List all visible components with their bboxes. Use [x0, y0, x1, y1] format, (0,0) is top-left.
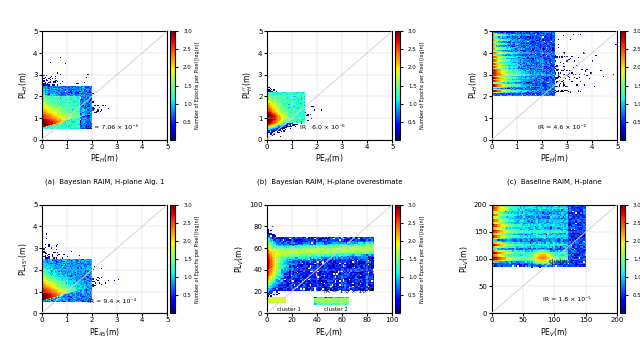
Text: IR = 7.06 × 10⁻⁴: IR = 7.06 × 10⁻⁴ [86, 125, 138, 130]
Text: (b)  Bayesian RAIM, H-plane overestimate: (b) Bayesian RAIM, H-plane overestimate [257, 179, 402, 185]
Y-axis label: Number of Epochs per Pixel [log(n)]: Number of Epochs per Pixel [log(n)] [195, 215, 200, 303]
X-axis label: $\mathrm{PE}_H\mathrm{(m)}$: $\mathrm{PE}_H\mathrm{(m)}$ [90, 153, 118, 165]
Y-axis label: $\mathrm{PL}_H\mathrm{(m)}$: $\mathrm{PL}_H\mathrm{(m)}$ [18, 72, 30, 100]
X-axis label: $\mathrm{PE}_{45}\mathrm{(m)}$: $\mathrm{PE}_{45}\mathrm{(m)}$ [89, 326, 120, 339]
Y-axis label: $\mathrm{PL}_{45°}\mathrm{(m)}$: $\mathrm{PL}_{45°}\mathrm{(m)}$ [18, 242, 30, 276]
Text: (c)  Baseline RAIM, H-plane: (c) Baseline RAIM, H-plane [507, 179, 602, 185]
Text: cluster 1: cluster 1 [277, 307, 301, 313]
Y-axis label: Number of Epochs per Pixel [log(n)]: Number of Epochs per Pixel [log(n)] [420, 215, 424, 303]
Y-axis label: $\mathrm{PL}_H^{\prime\prime}\mathrm{(m)}$: $\mathrm{PL}_H^{\prime\prime}\mathrm{(m)… [242, 72, 255, 100]
X-axis label: $\mathrm{PE}_V\mathrm{(m)}$: $\mathrm{PE}_V\mathrm{(m)}$ [540, 326, 568, 339]
Y-axis label: $\mathrm{PL}_V\mathrm{(m)}$: $\mathrm{PL}_V\mathrm{(m)}$ [234, 245, 246, 273]
Text: IR = 9.4 × 10⁻⁴: IR = 9.4 × 10⁻⁴ [88, 299, 136, 304]
Text: cluster 3: cluster 3 [548, 259, 573, 264]
Y-axis label: Number of Epochs per Pixel [log(n)]: Number of Epochs per Pixel [log(n)] [195, 42, 200, 129]
Y-axis label: $\mathrm{PL}_V\mathrm{(m)}$: $\mathrm{PL}_V\mathrm{(m)}$ [459, 245, 471, 273]
Text: IR   6.0 × 10⁻⁶: IR 6.0 × 10⁻⁶ [300, 125, 344, 130]
Text: cluster 2: cluster 2 [324, 307, 348, 313]
X-axis label: $\mathrm{PE}_H\mathrm{(m)}$: $\mathrm{PE}_H\mathrm{(m)}$ [540, 153, 568, 165]
X-axis label: $\mathrm{PE}_H\mathrm{(m)}$: $\mathrm{PE}_H\mathrm{(m)}$ [315, 153, 344, 165]
Text: IR = 1.0 × 10⁻²: IR = 1.0 × 10⁻² [324, 289, 372, 294]
Y-axis label: Number of Epochs per Pixel [log(n)]: Number of Epochs per Pixel [log(n)] [420, 42, 424, 129]
Y-axis label: $\mathrm{PL}_H\mathrm{(m)}$: $\mathrm{PL}_H\mathrm{(m)}$ [468, 72, 480, 100]
Text: IR = 1.8 × 10⁻⁵: IR = 1.8 × 10⁻⁵ [543, 297, 591, 302]
Text: (a)  Bayesian RAIM, H-plane Alg. 1: (a) Bayesian RAIM, H-plane Alg. 1 [45, 179, 164, 185]
Text: IR = 4.6 × 10⁻²: IR = 4.6 × 10⁻² [538, 125, 586, 130]
X-axis label: $\mathrm{PE}_V\mathrm{(m)}$: $\mathrm{PE}_V\mathrm{(m)}$ [316, 326, 344, 339]
